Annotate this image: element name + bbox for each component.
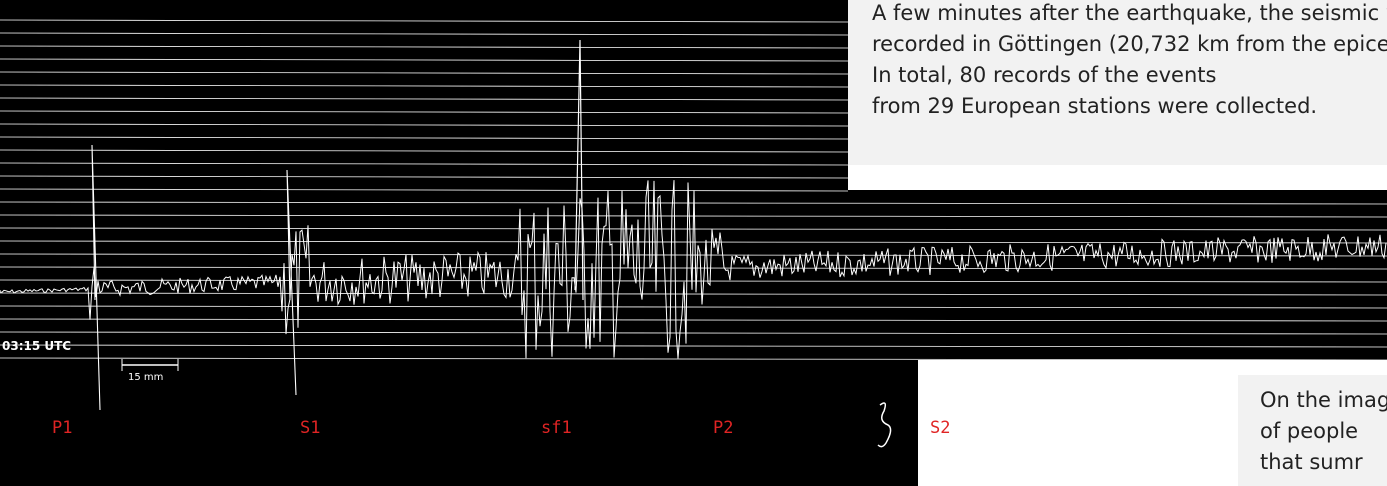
- trace: [0, 84, 849, 88]
- trace: [0, 357, 1387, 361]
- trace: [0, 240, 1387, 244]
- phase-label: sf1: [541, 418, 572, 438]
- phase-label: P1: [52, 418, 72, 438]
- caption-line: In total, 80 records of the events: [872, 63, 1217, 87]
- caption-line: from 29 European stations were collected…: [872, 94, 1318, 118]
- trace: [91, 144, 101, 411]
- note-line: of people: [1260, 419, 1359, 443]
- phase-label: S1: [300, 418, 320, 438]
- trace: [0, 188, 849, 192]
- trace: [0, 305, 1387, 309]
- trace: [0, 19, 849, 23]
- caption-box: A few minutes after the earthquake, the …: [848, 0, 1387, 165]
- phase-label: S2: [930, 418, 950, 438]
- trace: [286, 169, 297, 396]
- note-box: On the image of people that sumr: [1238, 375, 1387, 486]
- trace: [0, 266, 1387, 270]
- trace: [0, 175, 849, 179]
- time-label: 03:15 UTC: [2, 339, 71, 353]
- trace: [0, 149, 849, 153]
- trace: [0, 97, 849, 101]
- caption-line: A few minutes after the earthquake, the …: [872, 1, 1387, 25]
- trace: [574, 39, 584, 301]
- trace: [0, 32, 849, 36]
- traces: [0, 19, 1387, 411]
- handwriting: [877, 402, 892, 448]
- trace: [0, 71, 849, 75]
- trace: [0, 110, 849, 114]
- trace: [0, 292, 1387, 296]
- trace: [0, 253, 1387, 257]
- trace: [0, 331, 1387, 335]
- trace: [0, 162, 849, 166]
- trace: [0, 318, 1387, 322]
- trace: [0, 45, 849, 49]
- note-line: On the image: [1260, 388, 1387, 412]
- trace: [0, 180, 1387, 359]
- scale-label: 15 mm: [128, 372, 163, 383]
- trace: [0, 344, 1387, 348]
- trace: [0, 58, 849, 62]
- trace: [0, 136, 849, 140]
- trace: [0, 123, 849, 127]
- note-line: that sumr: [1260, 450, 1363, 474]
- phase-label: P2: [713, 418, 733, 438]
- caption-line: recorded in Göttingen (20,732 km from th…: [872, 32, 1387, 56]
